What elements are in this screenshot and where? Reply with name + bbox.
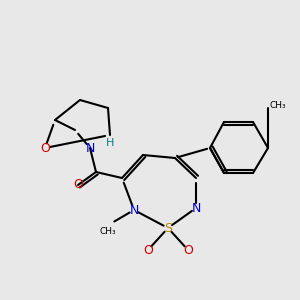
Text: N: N — [129, 203, 139, 217]
Text: O: O — [183, 244, 193, 256]
Text: CH₃: CH₃ — [100, 227, 116, 236]
Text: N: N — [191, 202, 201, 214]
Text: O: O — [73, 178, 83, 191]
Text: O: O — [143, 244, 153, 256]
Text: CH₃: CH₃ — [270, 101, 286, 110]
Text: H: H — [106, 138, 114, 148]
Text: N: N — [85, 142, 95, 154]
Text: O: O — [40, 142, 50, 154]
Text: S: S — [164, 221, 172, 235]
